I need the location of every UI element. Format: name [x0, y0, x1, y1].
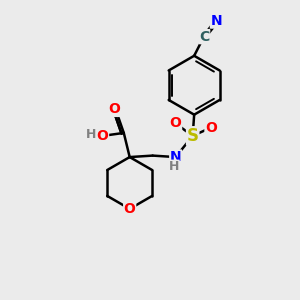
Text: S: S	[187, 127, 199, 145]
Text: O: O	[97, 129, 109, 143]
Text: N: N	[170, 150, 182, 164]
Text: H: H	[86, 128, 97, 141]
Text: O: O	[205, 121, 217, 135]
Text: N: N	[210, 14, 222, 28]
Text: O: O	[108, 102, 120, 116]
Text: C: C	[199, 30, 210, 44]
Text: O: O	[170, 116, 182, 130]
Text: O: O	[124, 202, 136, 216]
Text: H: H	[169, 160, 179, 173]
